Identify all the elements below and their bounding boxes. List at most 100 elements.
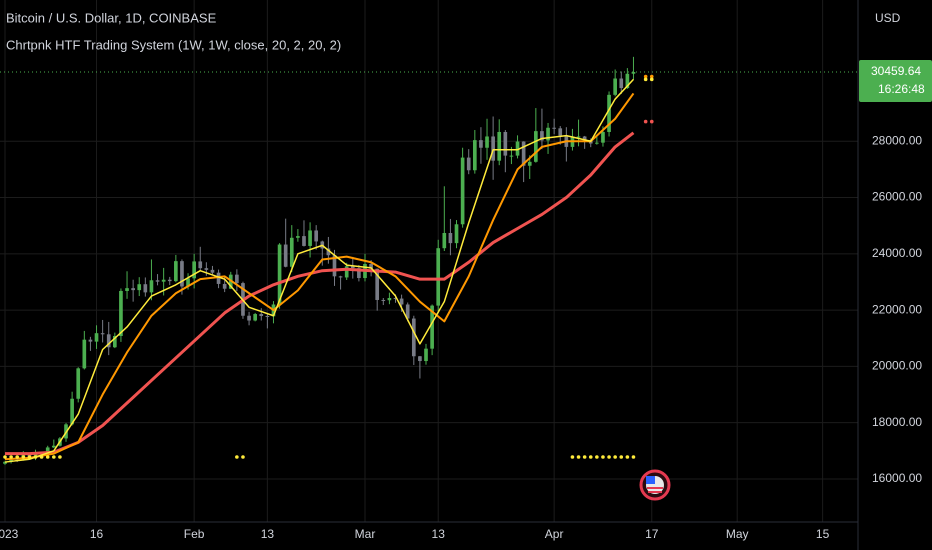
signal-dot xyxy=(582,455,587,459)
candle-body xyxy=(509,155,514,157)
candle-body xyxy=(387,298,392,301)
candle-body xyxy=(82,339,87,369)
signal-dot xyxy=(15,455,20,459)
x-tick-label: May xyxy=(726,527,749,541)
signal-dot xyxy=(9,455,13,459)
candle-body xyxy=(472,140,477,171)
signal-dot xyxy=(607,455,611,459)
last-price-label: 30459.64 xyxy=(871,64,921,78)
candle-body xyxy=(253,314,257,321)
candle-body xyxy=(485,136,489,148)
candle-body xyxy=(350,266,355,269)
candle-body xyxy=(582,136,587,141)
candle-body xyxy=(125,288,129,291)
y-tick-label: 18000.00 xyxy=(872,415,922,429)
x-tick-label: 13 xyxy=(261,527,275,541)
candle-body xyxy=(460,157,465,225)
candle-body xyxy=(247,315,251,321)
candle-body xyxy=(338,276,343,278)
candle-body xyxy=(527,161,532,166)
y-tick-label: 28000.00 xyxy=(872,133,922,147)
signal-dot xyxy=(643,119,648,124)
candle-body xyxy=(534,131,538,162)
candle-body xyxy=(399,298,404,305)
signal-dot xyxy=(631,455,636,459)
candle-body xyxy=(344,266,349,278)
candle-body xyxy=(88,339,93,342)
indicator-line xyxy=(4,78,635,463)
x-tick-label: Feb xyxy=(184,527,205,541)
x-tick-label: 2023 xyxy=(0,527,19,541)
last-price-box xyxy=(859,60,932,103)
candle-body xyxy=(613,78,617,95)
signal-dot xyxy=(33,455,38,459)
plot xyxy=(0,56,858,465)
candle-body xyxy=(430,305,434,349)
candle-body xyxy=(216,272,221,284)
y-tick-label: 20000.00 xyxy=(872,359,922,373)
y-tick-label: 16000.00 xyxy=(872,471,922,485)
y-tick-label: 24000.00 xyxy=(872,246,922,260)
candle-body xyxy=(192,261,196,279)
candle-body xyxy=(631,72,636,74)
candle-body xyxy=(143,284,148,293)
candle-body xyxy=(521,141,526,166)
signal-dot xyxy=(52,455,56,459)
candle-body xyxy=(106,334,111,348)
candle-body xyxy=(619,78,624,89)
signal-dot xyxy=(601,455,605,459)
candle-body xyxy=(369,263,373,269)
signal-dot xyxy=(21,455,26,459)
candle-body xyxy=(161,279,166,282)
candle-body xyxy=(436,248,441,306)
signal-dot xyxy=(235,455,239,459)
candle-body xyxy=(119,290,123,336)
candle-body xyxy=(155,280,160,282)
candle-body xyxy=(259,314,264,317)
candle-body xyxy=(94,333,99,342)
candle-body xyxy=(314,230,319,242)
x-tick-label: Mar xyxy=(355,527,376,541)
candle-body xyxy=(204,268,209,270)
signal-dot xyxy=(595,455,599,459)
candle-body xyxy=(186,278,190,287)
y-tick-label: 22000.00 xyxy=(872,302,922,316)
candle-body xyxy=(222,283,227,289)
x-tick-label: 16 xyxy=(90,527,104,541)
candle-body xyxy=(308,230,312,246)
candle-body xyxy=(625,73,630,89)
candle-body xyxy=(198,261,203,269)
candle-body xyxy=(515,141,520,156)
x-tick-label: 17 xyxy=(645,527,659,541)
y-tick-label: 26000.00 xyxy=(872,190,922,204)
candle-body xyxy=(497,131,502,161)
candle-body xyxy=(51,445,56,448)
x-tick-label: 15 xyxy=(816,527,830,541)
signal-dot xyxy=(613,455,617,459)
chart-title: Bitcoin / U.S. Dollar, 1D, COINBASE xyxy=(6,10,217,25)
candle-body xyxy=(375,268,380,300)
candle-body xyxy=(326,248,331,256)
indicator-title: Chrtpnk HTF Trading System (1W, 1W, clos… xyxy=(6,37,341,52)
candle-body xyxy=(479,140,483,148)
currency: USD xyxy=(875,11,901,25)
x-tick-label: Apr xyxy=(545,527,564,541)
signal-dot xyxy=(241,455,245,459)
candle-body xyxy=(174,261,178,282)
indicator-line xyxy=(4,92,635,461)
candle-body xyxy=(503,131,508,156)
candle-body xyxy=(546,127,550,141)
candle-body xyxy=(283,244,288,267)
event-icon[interactable] xyxy=(639,469,671,501)
candle-body xyxy=(3,461,7,464)
candle-body xyxy=(411,318,416,357)
candle-body xyxy=(289,237,294,267)
candle-body xyxy=(70,398,74,425)
signal-dot xyxy=(570,455,575,459)
candle-body xyxy=(277,244,282,305)
candle-body xyxy=(454,224,459,244)
candle-body xyxy=(448,233,453,244)
candle-body xyxy=(296,236,300,238)
